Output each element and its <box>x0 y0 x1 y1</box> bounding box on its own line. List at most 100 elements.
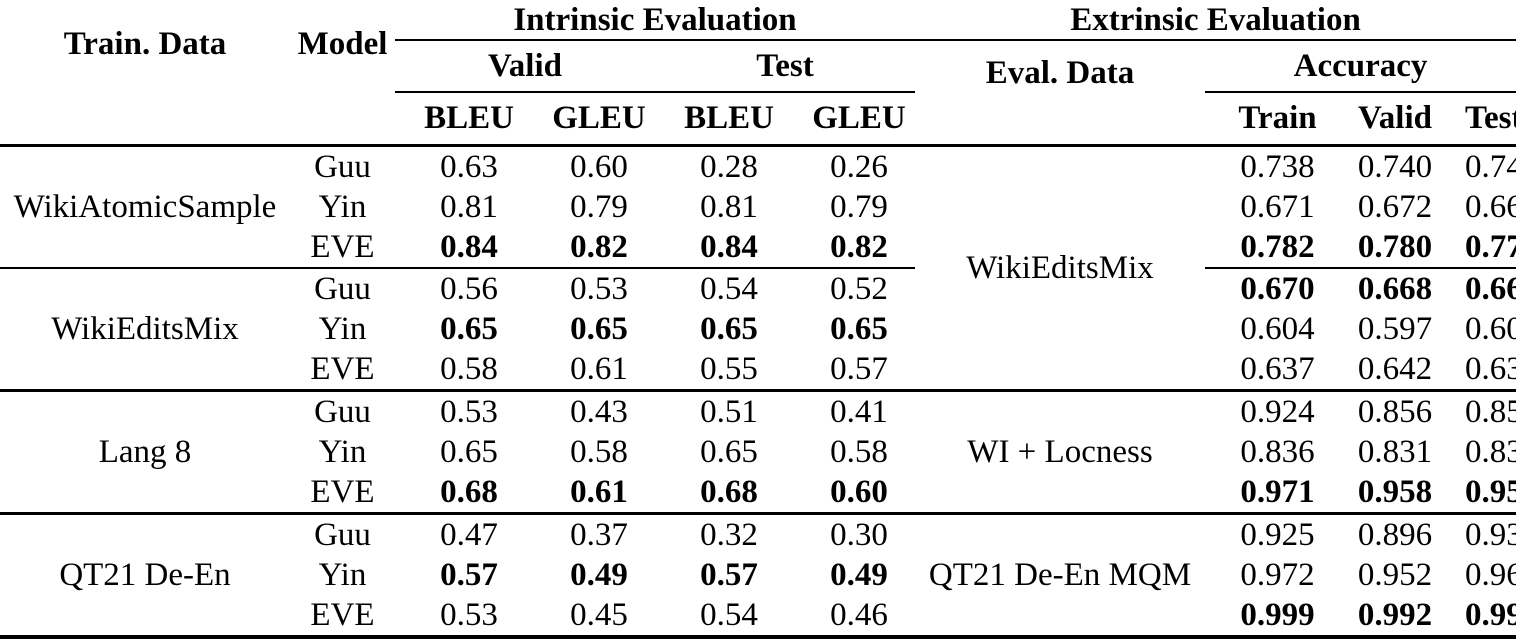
metric-cell: 0.53 <box>395 389 525 432</box>
metric-cell: 0.47 <box>395 512 525 555</box>
metric-cell: 0.82 <box>570 229 628 265</box>
metric-cell: 0.45 <box>570 597 628 633</box>
accuracy-cell: 0.896 <box>1325 512 1440 555</box>
table-row: Lang 8 Guu 0.53 0.43 0.51 0.41 WI + Locn… <box>0 389 1516 514</box>
accuracy-cell: 0.604 <box>1240 311 1315 347</box>
model-cell: Guu <box>290 512 395 555</box>
metric-cell: 0.53 <box>440 597 498 633</box>
accuracy-cell: 0.952 <box>1357 557 1433 593</box>
table-row: Yin 0.65 0.65 0.65 0.65 0.604 0.597 0.60… <box>0 309 1516 349</box>
metric-cell: 0.49 <box>570 557 628 593</box>
eval-data-cell: QT21 De-En MQM <box>915 512 1205 637</box>
metric-cell: 0.65 <box>700 434 758 470</box>
accuracy-cell: 0.670 <box>1205 267 1325 309</box>
metric-cell: 0.81 <box>700 189 758 225</box>
model-cell: EVE <box>310 474 375 510</box>
accuracy-cell: 0.856 <box>1440 389 1516 432</box>
header-gleu-test: GLEU <box>785 92 915 147</box>
metric-cell: 0.81 <box>440 189 498 225</box>
table-row: Yin 0.57 0.49 0.57 0.49 0.972 0.952 0.96… <box>0 555 1516 595</box>
model-cell: Guu <box>290 389 395 432</box>
header-row-mid: Valid Test Eval. Data Accuracy <box>0 40 1516 147</box>
metric-cell: 0.30 <box>785 512 915 555</box>
metric-cell: 0.84 <box>440 229 498 265</box>
metric-cell: 0.55 <box>700 351 758 387</box>
metric-cell: 0.51 <box>655 389 785 432</box>
accuracy-cell: 0.856 <box>1325 389 1440 432</box>
metric-cell: 0.26 <box>830 149 888 185</box>
header-row-metrics: BLEU GLEU BLEU GLEU Train Valid Test <box>0 92 1516 147</box>
model-cell: Guu <box>290 267 395 309</box>
header-acc-test: Test <box>1440 92 1516 147</box>
metric-cell: 0.84 <box>700 229 758 265</box>
metric-cell: 0.58 <box>440 351 498 387</box>
metric-cell: 0.32 <box>655 512 785 555</box>
train-data-cell: Lang 8 <box>0 389 290 514</box>
metric-cell: 0.41 <box>785 389 915 432</box>
model-cell: Yin <box>318 434 367 470</box>
accuracy-cell: 0.671 <box>1240 189 1315 225</box>
metric-cell: 0.60 <box>570 149 628 185</box>
accuracy-cell: 0.992 <box>1465 597 1516 633</box>
accuracy-cell: 0.672 <box>1357 189 1433 225</box>
header-bleu-test: BLEU <box>655 92 785 147</box>
metric-cell: 0.82 <box>830 229 888 265</box>
metric-cell: 0.58 <box>830 434 888 470</box>
metric-cell: 0.57 <box>700 557 758 593</box>
model-cell: Yin <box>318 557 367 593</box>
table-row: EVE 0.68 0.61 0.68 0.60 0.971 0.958 0.95… <box>0 472 1516 514</box>
accuracy-cell: 0.780 <box>1357 229 1433 265</box>
train-data-cell: WikiAtomicSample <box>13 189 277 225</box>
table-row: WikiEditsMix Guu 0.56 0.53 0.54 0.52 0.6… <box>0 267 1516 391</box>
header-extrinsic-evaluation: Extrinsic Evaluation <box>915 0 1516 41</box>
header-acc-valid: Valid <box>1325 92 1440 147</box>
model-cell: EVE <box>310 351 375 387</box>
accuracy-cell: 0.831 <box>1465 434 1516 470</box>
accuracy-cell: 0.637 <box>1240 351 1315 387</box>
table-row: EVE 0.53 0.45 0.54 0.46 0.999 0.992 0.99… <box>0 595 1516 637</box>
metric-cell: 0.63 <box>440 149 498 185</box>
metric-cell: 0.28 <box>700 149 758 185</box>
metric-cell: 0.65 <box>570 311 628 347</box>
metric-cell: 0.43 <box>525 389 655 432</box>
header-accuracy: Accuracy <box>1205 40 1516 93</box>
accuracy-cell: 0.964 <box>1465 557 1516 593</box>
train-data-cell: WikiEditsMix <box>0 267 290 391</box>
metric-cell: 0.65 <box>700 311 758 347</box>
table-header: Train. Data Model Intrinsic Evaluation E… <box>0 0 1516 147</box>
metric-cell: 0.79 <box>570 189 628 225</box>
header-eval-data: Eval. Data <box>915 40 1205 147</box>
accuracy-cell: 0.666 <box>1440 267 1516 309</box>
model-cell: EVE <box>310 229 375 265</box>
header-test: Test <box>655 40 915 93</box>
metric-cell: 0.68 <box>700 474 758 510</box>
model-cell: Yin <box>318 189 367 225</box>
metric-cell: 0.54 <box>700 597 758 633</box>
accuracy-cell: 0.638 <box>1465 351 1516 387</box>
metric-cell: 0.49 <box>830 557 888 593</box>
accuracy-cell: 0.782 <box>1240 229 1315 265</box>
header-acc-train: Train <box>1205 92 1325 147</box>
metric-cell: 0.58 <box>570 434 628 470</box>
accuracy-cell: 0.971 <box>1240 474 1315 510</box>
accuracy-cell: 0.774 <box>1465 229 1516 265</box>
accuracy-cell: 0.738 <box>1240 149 1315 185</box>
accuracy-cell: 0.600 <box>1465 311 1516 347</box>
metric-cell: 0.61 <box>570 474 628 510</box>
table-row: WikiAtomicSample Guu 0.63 0.60 0.28 0.26… <box>0 146 1516 286</box>
accuracy-cell: 0.740 <box>1357 149 1433 185</box>
header-valid: Valid <box>395 40 655 93</box>
accuracy-cell: 0.924 <box>1205 389 1325 432</box>
accuracy-cell: 0.925 <box>1205 512 1325 555</box>
metric-cell: 0.57 <box>830 351 888 387</box>
header-intrinsic-evaluation: Intrinsic Evaluation <box>395 0 915 41</box>
eval-data-cell: WikiEditsMix <box>966 250 1154 286</box>
metric-cell: 0.54 <box>655 267 785 309</box>
model-cell: Yin <box>318 311 367 347</box>
metric-cell: 0.60 <box>830 474 888 510</box>
train-data-cell: QT21 De-En <box>0 512 290 637</box>
accuracy-cell: 0.642 <box>1357 351 1433 387</box>
header-bleu-valid: BLEU <box>395 92 525 147</box>
header-model: Model <box>290 0 395 147</box>
